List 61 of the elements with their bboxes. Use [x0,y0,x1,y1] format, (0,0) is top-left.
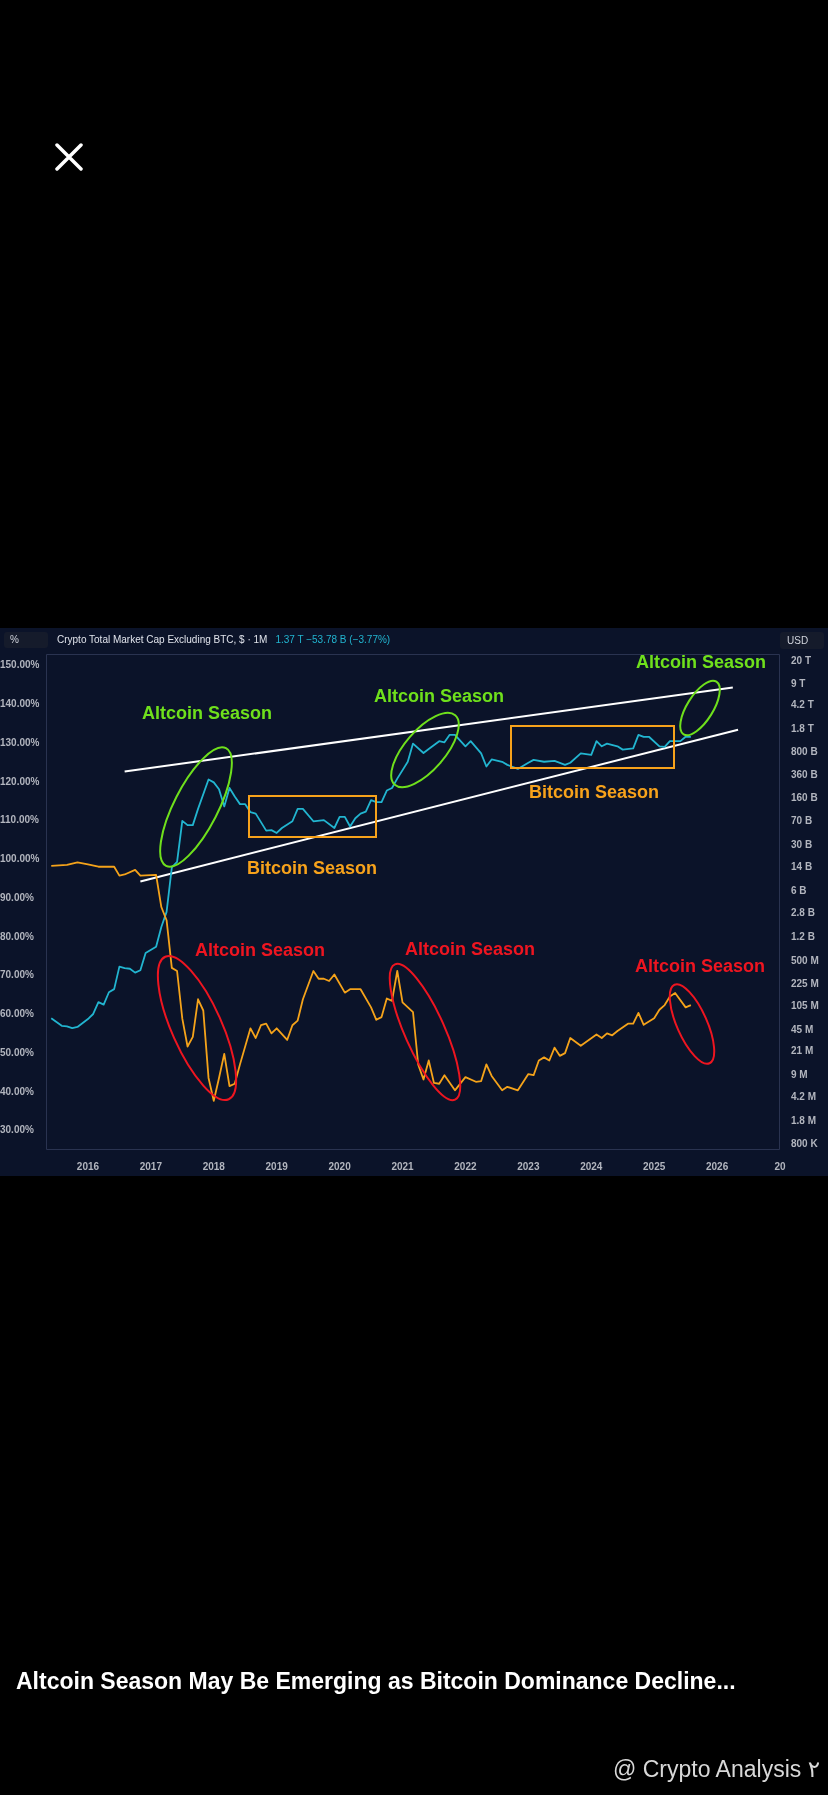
annotation: Altcoin Season [141,702,273,724]
y2-tick-label: 9 T [791,677,806,689]
y-axis-title: % [4,632,48,648]
y2-tick-label: 6 B [791,885,807,897]
text: Altcoin Season May Be Emerging as Bitcoin Dominance Decline... [16,1668,736,1695]
y2-tick-label: 30 B [791,839,813,851]
y2-tick-label: 1.8 T [791,723,814,735]
y2-tick-label: 160 B [791,792,818,803]
chart-subtitle: 1.37 T −53.78 B (−3.77%) [275,634,391,645]
x-tick-label: 2022 [454,1160,477,1172]
x-tick-label: 2017 [139,1160,163,1172]
x-tick-label: 2019 [265,1160,289,1172]
y-tick-label: 130.00% [0,736,40,748]
x-tick-label: 2023 [517,1160,540,1172]
x-tick-label: 2024 [580,1160,603,1172]
x-tick-label: 2025 [643,1160,666,1172]
annotation: Altcoin Season [404,938,536,960]
annotation: Altcoin Season [194,939,326,961]
y2-tick-label: 4.2 T [791,699,814,711]
x-tick-label: 2016 [76,1160,100,1172]
y2-tick-label: 105 M [791,999,819,1011]
y2-axis-title: USD [780,632,824,649]
y-tick-label: 40.00% [0,1085,35,1097]
y-tick-label: 30.00% [0,1124,35,1136]
y-tick-label: 100.00% [0,853,40,865]
y2-tick-label: 9 M [791,1069,808,1081]
x-tick-label: 2021 [391,1160,415,1172]
y-tick-label: 150.00% [0,659,40,671]
y-tick-label: 140.00% [0,698,40,710]
y2-tick-label: 800 K [791,1137,819,1149]
y-tick-label: 110.00% [0,814,40,826]
annotation: Altcoin Season [373,685,505,707]
x-tick-label: 2020 [328,1160,352,1172]
y2-tick-label: 70 B [791,815,813,827]
x-tick-label: 2026 [705,1160,729,1172]
annotation: Bitcoin Season [246,857,378,879]
y-tick-label: 50.00% [0,1046,35,1058]
y2-tick-label: 500 M [791,955,819,967]
y2-tick-label: 800 B [791,746,818,758]
annotation: Bitcoin Season [528,781,660,803]
annotation: Altcoin Season [634,955,766,977]
y2-tick-label: 360 B [791,769,818,781]
y2-tick-label: 45 M [791,1023,814,1035]
chart-title: Crypto Total Market Cap Excluding BTC, $ · 1M [57,634,268,645]
y-tick-label: 120.00% [0,775,40,787]
x-tick-label: 20 [774,1160,786,1172]
y2-tick-label: 225 M [791,978,819,990]
y2-tick-label: 20 T [791,655,812,667]
y-tick-label: 70.00% [0,969,35,981]
y2-tick-label: 2.8 B [791,906,815,918]
y-tick-label: 60.00% [0,1008,35,1020]
y2-tick-label: 4.2 M [791,1090,817,1102]
x-tick-label: 2018 [202,1160,226,1172]
y2-tick-label: 1.2 B [791,930,815,942]
y-tick-label: 90.00% [0,891,35,903]
y2-tick-label: 1.8 M [791,1114,817,1126]
y-tick-label: 80.00% [0,930,35,942]
y2-tick-label: 21 M [791,1045,814,1057]
y2-tick-label: 14 B [791,861,813,873]
annotation: Altcoin Season [635,651,767,673]
text: @ Crypto Analysis ٢ [613,1756,820,1783]
